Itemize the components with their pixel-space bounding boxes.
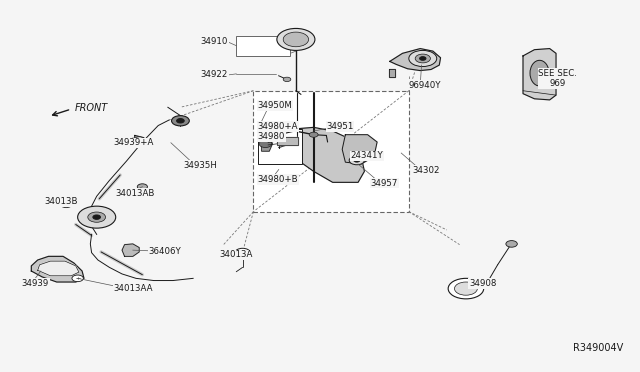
Circle shape [506, 241, 517, 247]
Circle shape [72, 275, 83, 282]
Polygon shape [523, 49, 556, 100]
Polygon shape [279, 127, 364, 182]
Text: SEE SEC.
969: SEE SEC. 969 [538, 69, 577, 88]
Text: 34980: 34980 [258, 132, 285, 141]
Circle shape [277, 28, 315, 51]
Polygon shape [135, 135, 147, 145]
Polygon shape [133, 138, 145, 147]
Text: 34980+A: 34980+A [258, 122, 298, 131]
Text: 34013A: 34013A [220, 250, 253, 259]
Circle shape [235, 248, 250, 257]
Text: 34910: 34910 [200, 38, 228, 46]
Text: FRONT: FRONT [74, 103, 108, 113]
Text: 34013AB: 34013AB [116, 189, 155, 198]
Circle shape [61, 201, 72, 208]
Text: 34013AA: 34013AA [114, 284, 154, 293]
Text: 34950M: 34950M [258, 101, 292, 110]
Circle shape [420, 57, 426, 60]
Text: 34939+A: 34939+A [114, 138, 154, 147]
Circle shape [172, 116, 189, 126]
Text: 34013B: 34013B [44, 197, 77, 206]
Polygon shape [262, 137, 273, 151]
Text: 34935H: 34935H [184, 161, 218, 170]
Circle shape [454, 282, 477, 295]
Circle shape [354, 158, 360, 162]
Polygon shape [122, 244, 139, 256]
Text: 34908: 34908 [469, 279, 497, 288]
Circle shape [415, 54, 430, 63]
Polygon shape [342, 135, 377, 164]
Circle shape [284, 77, 291, 81]
Text: R349004V: R349004V [573, 343, 623, 353]
Bar [236, 36, 290, 56]
Text: 96940Y: 96940Y [409, 81, 442, 90]
Bar [258, 129, 302, 164]
Circle shape [134, 137, 144, 143]
Text: 34939: 34939 [22, 279, 49, 288]
Polygon shape [277, 137, 298, 145]
Circle shape [448, 278, 484, 299]
Circle shape [309, 132, 318, 137]
Text: 34980+B: 34980+B [258, 175, 298, 184]
Text: 36406Y: 36406Y [148, 247, 182, 256]
Text: 34957: 34957 [371, 179, 398, 187]
Polygon shape [390, 49, 440, 71]
Ellipse shape [530, 60, 549, 86]
Polygon shape [38, 261, 79, 276]
Circle shape [137, 184, 147, 190]
Text: 24341Y: 24341Y [351, 151, 383, 160]
Polygon shape [388, 69, 395, 77]
Circle shape [409, 51, 436, 67]
Circle shape [93, 215, 100, 219]
Circle shape [77, 206, 116, 228]
Circle shape [349, 156, 364, 165]
Text: 34302: 34302 [412, 166, 440, 175]
Text: 34922: 34922 [200, 70, 228, 80]
Polygon shape [31, 256, 84, 282]
Circle shape [88, 212, 106, 222]
Circle shape [284, 32, 308, 47]
Circle shape [259, 140, 272, 148]
Bar [253, 91, 409, 212]
Circle shape [177, 119, 184, 123]
Text: 34951: 34951 [326, 122, 354, 131]
